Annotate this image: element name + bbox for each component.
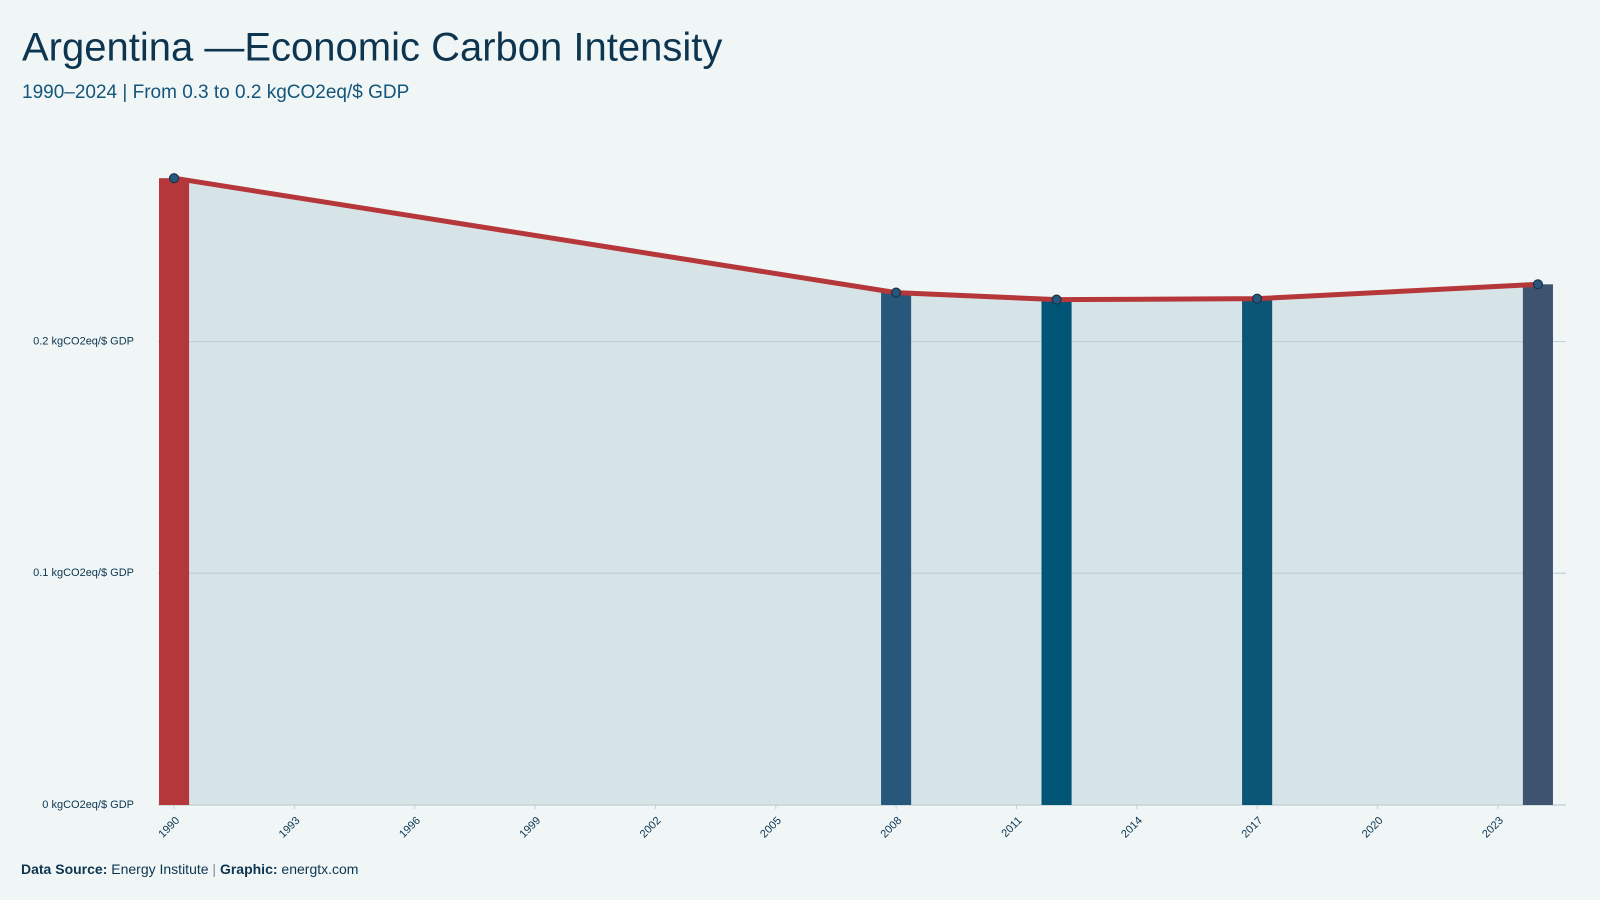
chart-subtitle: 1990–2024 | From 0.3 to 0.2 kgCO2eq/$ GD…	[22, 82, 409, 103]
x-tick-label: 2023	[1480, 815, 1506, 841]
bar	[881, 292, 912, 805]
point	[168, 173, 180, 184]
plot-area: 0 kgCO2eq/$ GDP 0.1 kgCO2eq/$ GDP 0.2 kgCO…	[33, 173, 1566, 841]
point	[1252, 293, 1263, 304]
separator: |	[212, 861, 216, 877]
x-tick-label: 2011	[999, 815, 1024, 840]
source: Energy Institute	[111, 861, 208, 877]
x-tick-label: 2017	[1240, 815, 1266, 841]
x-tick-label: 1999	[517, 815, 543, 841]
source-label: Data Source:	[21, 861, 107, 877]
graphic-label: Graphic:	[220, 861, 278, 877]
x-tick-label: 1990	[156, 815, 182, 841]
bar	[159, 178, 190, 805]
x-tick-label: 2002	[638, 815, 664, 841]
point	[1532, 279, 1544, 290]
area	[174, 178, 1538, 805]
x-tick-label: 1993	[277, 815, 303, 841]
graphic: energtx.com	[281, 861, 358, 877]
y-tick-label: 0.2 kgCO2eq/$ GDP	[33, 335, 134, 347]
x-tick-label: 2020	[1360, 815, 1386, 841]
y-tick-label: 0 kgCO2eq/$ GDP	[42, 799, 134, 811]
x-tick-label: 2005	[758, 815, 784, 841]
point	[890, 287, 902, 298]
x-tick-label: 1996	[397, 815, 423, 841]
bar	[1242, 298, 1273, 805]
y-tick-label: 0.1 kgCO2eq/$ GDP	[33, 567, 134, 579]
bar	[1522, 284, 1553, 805]
point	[1051, 294, 1062, 305]
bar	[1041, 299, 1072, 805]
x-tick-label: 2008	[878, 815, 904, 841]
x-tick-label: 2014	[1119, 815, 1145, 841]
footer: Data Source: Energy Institute | Graphic:…	[21, 861, 358, 877]
chart-title: Argentina —Economic Carbon Intensity	[22, 26, 722, 70]
